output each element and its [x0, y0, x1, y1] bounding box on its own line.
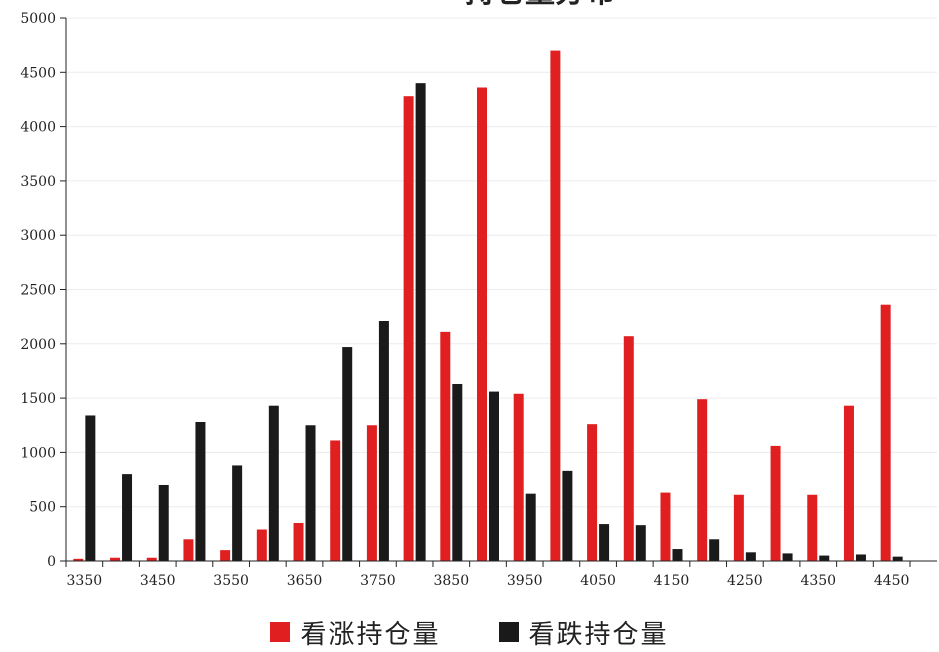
bar-call-4150[interactable] [660, 492, 671, 561]
bar-call-3500[interactable] [183, 539, 194, 561]
x-tick-label: 3650 [287, 573, 323, 589]
bar-put-4350[interactable] [819, 555, 830, 561]
legend-swatch-put [498, 622, 519, 642]
bar-call-3900[interactable] [477, 87, 487, 561]
grid [66, 17, 937, 508]
legend-item-call[interactable]: 看涨持仓量 [270, 614, 440, 651]
x-tick-label: 3950 [507, 573, 543, 589]
legend-swatch-call [270, 622, 291, 642]
bar-put-3950[interactable] [525, 493, 536, 561]
bar-call-3450[interactable] [146, 557, 157, 561]
x-tick-label: 3350 [67, 573, 103, 589]
bar-call-3550[interactable] [220, 550, 231, 561]
bar-call-3750[interactable] [366, 425, 377, 561]
legend-label-put: 看跌持仓量 [528, 619, 669, 650]
x-tick-label: 3750 [360, 573, 396, 589]
chart-title: 持仓量分布 [465, 0, 615, 10]
bar-put-4100[interactable] [635, 525, 646, 561]
bar-put-4150[interactable] [672, 549, 683, 561]
bar-call-3800[interactable] [403, 96, 414, 561]
bars [73, 50, 903, 561]
bar-put-3700[interactable] [342, 347, 353, 561]
bar-put-3850[interactable] [452, 383, 463, 561]
bar-put-4000[interactable] [562, 470, 573, 561]
bar-put-4450[interactable] [892, 556, 903, 561]
bar-put-4300[interactable] [782, 553, 793, 561]
y-tick-label: 3500 [20, 174, 56, 190]
bar-put-3500[interactable] [195, 421, 206, 561]
bar-call-4000[interactable] [550, 50, 561, 561]
bar-put-3550[interactable] [232, 465, 243, 561]
x-tick-label: 4350 [800, 573, 836, 589]
legend-item-put[interactable]: 看跌持仓量 [498, 614, 669, 651]
bar-call-3850[interactable] [440, 331, 451, 561]
y-tick-label: 5000 [20, 11, 56, 27]
legend-label-call: 看涨持仓量 [300, 619, 441, 650]
bar-put-3650[interactable] [305, 425, 316, 561]
y-tick-label: 0 [47, 554, 56, 570]
y-tick-label: 2500 [20, 283, 56, 299]
bar-call-4350[interactable] [807, 494, 818, 561]
bar-call-3350[interactable] [73, 558, 84, 561]
bar-put-4400[interactable] [855, 554, 866, 561]
bar-call-3950[interactable] [513, 393, 524, 561]
axes: 0 500 1000 1500 2000 2500 3000 3500 4000 4500 5000… [20, 11, 937, 589]
bar-call-4200[interactable] [697, 399, 708, 561]
bar-put-4050[interactable] [599, 524, 610, 561]
x-tick-label: 3550 [213, 573, 249, 589]
bar-call-3700[interactable] [330, 440, 341, 561]
bar-call-3400[interactable] [110, 557, 121, 561]
bar-call-4250[interactable] [733, 494, 744, 561]
x-tick-label: 3850 [433, 573, 469, 589]
x-tick-label: 4050 [580, 573, 616, 589]
y-tick-label: 3000 [20, 228, 56, 244]
x-tick-label: 4450 [874, 573, 910, 589]
y-tick-label: 1000 [20, 445, 56, 461]
bar-call-4400[interactable] [843, 405, 854, 561]
bar-call-4300[interactable] [770, 445, 781, 561]
bar-call-4050[interactable] [587, 424, 598, 561]
y-tick-label: 4000 [20, 120, 56, 136]
bar-put-3900[interactable] [489, 391, 499, 561]
bar-call-4450[interactable] [880, 304, 891, 561]
bar-call-4100[interactable] [623, 336, 634, 561]
x-tick-label: 4250 [727, 573, 763, 589]
bar-put-3600[interactable] [268, 405, 279, 561]
y-tick-label: 2000 [20, 337, 56, 353]
bar-call-3650[interactable] [293, 522, 304, 561]
x-tick-label: 4150 [654, 573, 690, 589]
legend: 看涨持仓量 看跌持仓量 [0, 612, 939, 652]
bar-put-3400[interactable] [122, 474, 133, 561]
y-tick-label: 1500 [20, 391, 56, 407]
bar-put-3450[interactable] [158, 484, 169, 561]
y-tick-label: 500 [29, 500, 56, 516]
bar-put-3750[interactable] [378, 320, 389, 561]
bar-put-3800[interactable] [415, 83, 426, 561]
x-tick-label: 3450 [140, 573, 176, 589]
bar-call-3600[interactable] [256, 529, 267, 561]
bar-put-4250[interactable] [745, 552, 756, 561]
chart: 持仓量分布 0 500 1000 1500 2000 2500 3000 3500 4000 45… [20, 0, 937, 589]
bar-put-4200[interactable] [709, 539, 720, 561]
bar-put-3350[interactable] [85, 415, 96, 561]
y-tick-label: 4500 [20, 65, 56, 81]
